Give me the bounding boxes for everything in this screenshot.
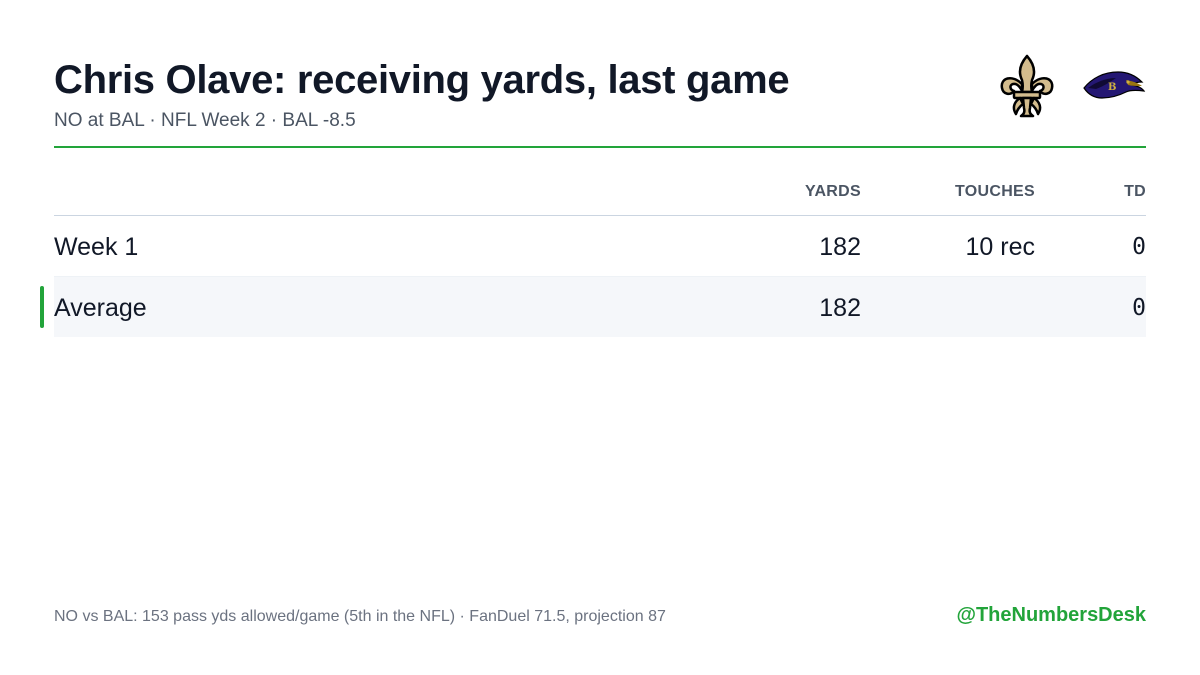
page-subtitle: NO at BAL · NFL Week 2 · BAL -8.5: [54, 110, 356, 131]
table-row: Week 1 182 10 rec 0: [54, 216, 1146, 277]
row-yards: 182: [819, 233, 861, 261]
ravens-logo-icon: B: [1083, 71, 1146, 99]
average-label: Average: [54, 294, 147, 322]
average-td: 0: [1132, 295, 1146, 321]
column-header-td: TD: [1124, 183, 1146, 200]
average-yards: 182: [819, 294, 861, 322]
average-accent-bar: [40, 286, 44, 328]
stat-card: Chris Olave: receiving yards, last game …: [40, 0, 1146, 675]
table-header-row: YARDS TOUCHES TD: [54, 170, 1146, 216]
page-title: Chris Olave: receiving yards, last game: [54, 58, 790, 102]
card-footer: NO vs BAL: 153 pass yds allowed/game (5t…: [54, 604, 1146, 634]
footnote: NO vs BAL: 153 pass yds allowed/game (5t…: [54, 608, 666, 625]
row-touches: 10 rec: [965, 233, 1035, 261]
column-header-yards: YARDS: [804, 183, 861, 200]
stats-table: YARDS TOUCHES TD Week 1 182 10 rec 0 Ave…: [40, 170, 1146, 337]
svg-text:B: B: [1108, 82, 1116, 93]
column-header-touches: TOUCHES: [954, 183, 1035, 200]
team-logos: B: [996, 54, 1146, 118]
row-label: Week 1: [54, 233, 139, 261]
average-row: Average 182 0: [40, 277, 1146, 337]
row-td: 0: [1132, 234, 1146, 260]
card-header: Chris Olave: receiving yards, last game …: [54, 54, 1146, 148]
saints-fleur-de-lis-logo-icon: [1000, 54, 1054, 118]
author-handle[interactable]: @TheNumbersDesk: [956, 604, 1146, 626]
